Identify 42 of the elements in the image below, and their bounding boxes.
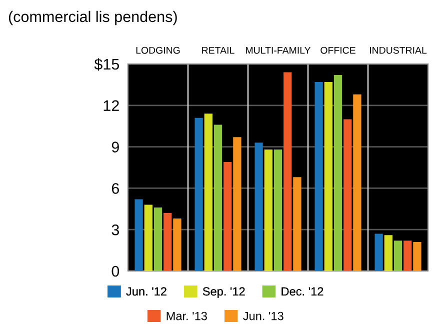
bar bbox=[284, 72, 292, 271]
bar bbox=[173, 218, 182, 271]
bar bbox=[254, 142, 263, 271]
bar bbox=[413, 242, 422, 271]
y-tick-label: 9 bbox=[112, 142, 119, 152]
bar bbox=[384, 235, 392, 271]
bar bbox=[233, 137, 242, 271]
bar bbox=[224, 162, 232, 271]
legend-label: Sep. '12 bbox=[202, 287, 245, 298]
bar bbox=[154, 208, 162, 271]
bar bbox=[164, 213, 172, 271]
x-tick-label: LODGING bbox=[136, 46, 180, 54]
bar bbox=[144, 204, 152, 271]
bar bbox=[293, 177, 302, 271]
bar bbox=[194, 118, 203, 271]
chart-title: (commercial lis pendens) bbox=[8, 10, 177, 26]
legend-label: Jun. '12 bbox=[126, 287, 166, 296]
bar bbox=[264, 150, 272, 271]
y-tick-label: 6 bbox=[112, 183, 119, 194]
x-tick-label: INDUSTRIAL bbox=[370, 46, 427, 54]
x-tick-label: MULTI-FAMILY bbox=[246, 46, 311, 54]
legend-label: Jun. '13 bbox=[243, 312, 284, 320]
bar bbox=[334, 75, 342, 271]
bar bbox=[404, 240, 412, 271]
bar bbox=[344, 119, 352, 271]
bar bbox=[314, 82, 323, 271]
bar bbox=[324, 82, 332, 271]
bar bbox=[374, 234, 383, 271]
y-tick-label: $15 bbox=[94, 58, 120, 71]
x-tick-label: OFFICE bbox=[320, 46, 356, 54]
y-tick-label: 3 bbox=[112, 224, 119, 236]
y-tick-label: 12 bbox=[104, 100, 119, 111]
bar bbox=[394, 240, 402, 271]
bar bbox=[204, 114, 212, 271]
bar bbox=[353, 94, 362, 271]
bar bbox=[274, 150, 282, 271]
legend-label: Dec. '12 bbox=[282, 287, 324, 296]
x-tick-label: RETAIL bbox=[202, 46, 234, 54]
y-tick-label: 0 bbox=[112, 266, 120, 277]
bar bbox=[214, 124, 222, 271]
legend-label: Mar. '13 bbox=[166, 312, 207, 320]
bar bbox=[134, 199, 143, 271]
